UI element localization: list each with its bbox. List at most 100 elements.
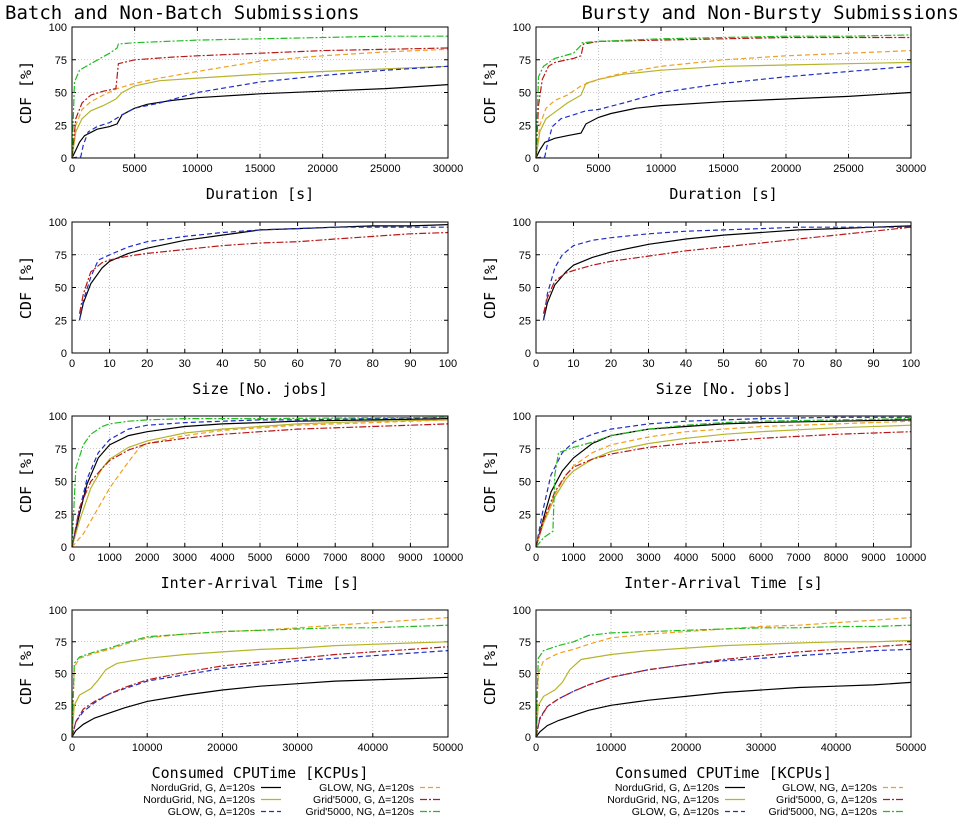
legend-label: Grid'5000, NG, Δ=120s <box>768 806 877 818</box>
legend-label: GLOW, G, Δ=120s <box>168 806 255 818</box>
x-tick-label: 9000 <box>398 552 422 564</box>
x-tick-label: 0 <box>533 742 539 754</box>
chart-panel-4: 0 25 50 75 100 0 10 20 30 40 50 60 70 80 90 100 Size [No… <box>481 217 920 398</box>
legend-label: Grid'5000, NG, Δ=120s <box>305 806 414 818</box>
x-tick-label: 10000 <box>596 742 627 754</box>
chart-panel-3: 0 25 50 75 100 0 10 20 30 40 50 60 70 80 90 100 Size [No… <box>17 217 457 398</box>
series-line <box>542 226 911 321</box>
y-tick-label: 25 <box>55 509 67 521</box>
y-tick-label: 75 <box>519 250 531 262</box>
y-tick-label: 0 <box>61 542 67 554</box>
chart-panel-1: 0 25 50 75 100 0 5000 10000 15000 20000 25000 30000… <box>17 22 463 203</box>
y-tick-label: 100 <box>513 411 531 423</box>
x-tick-label: 20 <box>605 358 617 370</box>
y-tick-label: 0 <box>525 348 531 360</box>
series-line <box>71 65 449 159</box>
legend-label: GLOW, G, Δ=120s <box>632 806 719 818</box>
y-tick-label: 25 <box>519 509 531 521</box>
y-tick-label: 50 <box>519 477 531 489</box>
series-line <box>535 624 912 738</box>
plot-frame <box>71 609 449 738</box>
series-line <box>71 676 449 738</box>
series-line <box>535 424 912 548</box>
x-axis-label: Size [No. jobs] <box>656 380 791 398</box>
x-tick-label: 30000 <box>433 163 464 175</box>
chart-panel-8: 0 25 50 75 100 0 10000 20000 30000 40000 50000 Cons… <box>481 605 926 782</box>
plot-frame <box>71 415 449 548</box>
y-tick-label: 75 <box>55 250 67 262</box>
series-line <box>535 639 912 738</box>
x-tick-label: 20000 <box>207 742 238 754</box>
x-tick-label: 8000 <box>361 552 385 564</box>
y-tick-label: 25 <box>519 315 531 327</box>
y-axis-label: CDF [%] <box>481 61 499 124</box>
series-line <box>71 423 449 548</box>
x-tick-label: 10 <box>103 358 115 370</box>
series-line <box>535 36 911 159</box>
y-tick-label: 75 <box>519 55 531 67</box>
y-tick-label: 50 <box>519 283 531 295</box>
series-line <box>71 418 449 548</box>
x-tick-label: 100 <box>439 358 457 370</box>
series-line <box>542 225 912 321</box>
y-tick-label: 25 <box>55 700 67 712</box>
series-line <box>71 65 449 159</box>
y-tick-label: 0 <box>525 153 531 165</box>
y-tick-label: 25 <box>55 315 67 327</box>
x-tick-label: 7000 <box>786 552 810 564</box>
series-line <box>535 34 912 159</box>
series-line <box>71 617 449 738</box>
x-tick-label: 15000 <box>708 163 739 175</box>
x-tick-label: 5000 <box>711 552 735 564</box>
x-tick-label: 10000 <box>646 163 677 175</box>
y-tick-label: 100 <box>513 217 531 229</box>
y-tick-label: 50 <box>55 477 67 489</box>
y-tick-label: 25 <box>519 700 531 712</box>
y-axis-label: CDF [%] <box>481 642 499 705</box>
x-tick-label: 2000 <box>599 552 623 564</box>
series-line <box>71 84 449 159</box>
x-tick-label: 10000 <box>182 163 213 175</box>
x-tick-label: 80 <box>367 358 379 370</box>
x-tick-label: 30 <box>179 358 191 370</box>
y-tick-label: 0 <box>61 732 67 744</box>
legend-label: GLOW, NG, Δ=120s <box>782 782 877 794</box>
y-tick-label: 25 <box>55 120 67 132</box>
chart-panel-7: 0 25 50 75 100 0 10000 20000 30000 40000 50000 Cons… <box>17 605 463 782</box>
x-axis-label: Inter-Arrival Time [s] <box>624 574 823 592</box>
x-tick-label: 40000 <box>821 742 852 754</box>
y-tick-label: 50 <box>519 88 531 100</box>
legend-label: Grid'5000, G, Δ=120s <box>313 794 414 806</box>
y-tick-label: 100 <box>49 22 67 34</box>
y-tick-label: 75 <box>519 637 531 649</box>
series-line <box>71 641 449 738</box>
x-tick-label: 30000 <box>746 742 777 754</box>
series-line <box>78 224 449 321</box>
plot-frame <box>71 221 449 354</box>
x-tick-label: 0 <box>69 552 75 564</box>
x-tick-label: 60 <box>291 358 303 370</box>
y-tick-label: 0 <box>61 348 67 360</box>
x-tick-label: 50000 <box>433 742 464 754</box>
x-tick-label: 90 <box>404 358 416 370</box>
series-line <box>71 419 449 548</box>
x-tick-label: 10000 <box>132 742 163 754</box>
x-tick-label: 50 <box>254 358 266 370</box>
y-tick-label: 75 <box>55 444 67 456</box>
x-axis-label: Size [No. jobs] <box>192 380 327 398</box>
series-line <box>71 416 449 548</box>
x-tick-label: 30000 <box>896 163 927 175</box>
legend-label: Grid'5000, G, Δ=120s <box>776 794 877 806</box>
series-line <box>542 226 912 314</box>
y-tick-label: 100 <box>513 605 531 617</box>
y-tick-label: 75 <box>55 55 67 67</box>
x-tick-label: 70 <box>792 358 804 370</box>
y-tick-label: 50 <box>519 669 531 681</box>
series-line <box>535 617 912 738</box>
series-line <box>535 50 912 159</box>
